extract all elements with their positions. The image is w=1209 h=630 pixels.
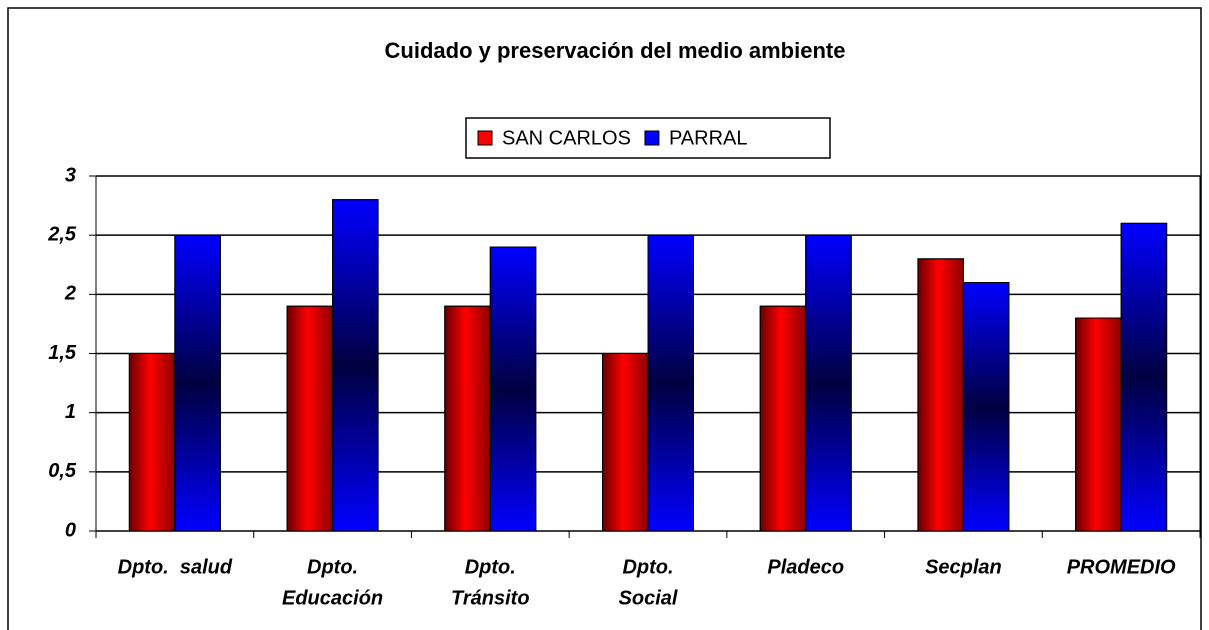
- bar-shade: [759, 305, 807, 532]
- bar-shade: [286, 305, 334, 532]
- y-tick-label: 0,5: [48, 460, 77, 482]
- x-tick-label: Dpto.: [622, 556, 673, 578]
- bar-shade: [444, 305, 491, 532]
- bar-shade: [805, 234, 852, 532]
- x-tick-label: Tránsito: [451, 587, 530, 609]
- x-tick-label: Educación: [282, 587, 383, 609]
- bar-shade: [917, 258, 964, 532]
- y-tick-label: 3: [65, 164, 76, 186]
- y-tick-label: 1,5: [48, 342, 77, 364]
- x-tick-label: Secplan: [925, 556, 1002, 578]
- legend-label: SAN CARLOS: [502, 127, 631, 149]
- x-tick-label: Dpto.: [465, 556, 516, 578]
- bar-shade: [1075, 317, 1122, 532]
- bar-shade: [962, 282, 1010, 532]
- bar-shade: [602, 353, 649, 532]
- legend-swatch: [477, 130, 493, 146]
- chart-title: Cuidado y preservación del medio ambient…: [385, 38, 846, 63]
- legend-swatch: [644, 130, 660, 146]
- x-tick-label: Dpto.: [307, 556, 358, 578]
- x-tick-label: Social: [619, 587, 678, 609]
- bar-shade: [647, 234, 694, 532]
- x-tick-label: Dpto. salud: [118, 556, 233, 578]
- bar-shade: [332, 199, 379, 532]
- bar-shade: [1120, 222, 1168, 532]
- x-tick-label: PROMEDIO: [1067, 556, 1176, 578]
- legend-label: PARRAL: [669, 127, 748, 149]
- bar-shade: [128, 353, 176, 532]
- bar-shade: [489, 246, 537, 532]
- x-tick-label: Pladeco: [767, 556, 844, 578]
- y-tick-label: 2: [64, 283, 76, 305]
- bar-shade: [174, 234, 221, 532]
- y-tick-label: 0: [65, 519, 76, 541]
- y-tick-label: 1: [65, 401, 76, 423]
- y-tick-label: 2,5: [47, 223, 77, 245]
